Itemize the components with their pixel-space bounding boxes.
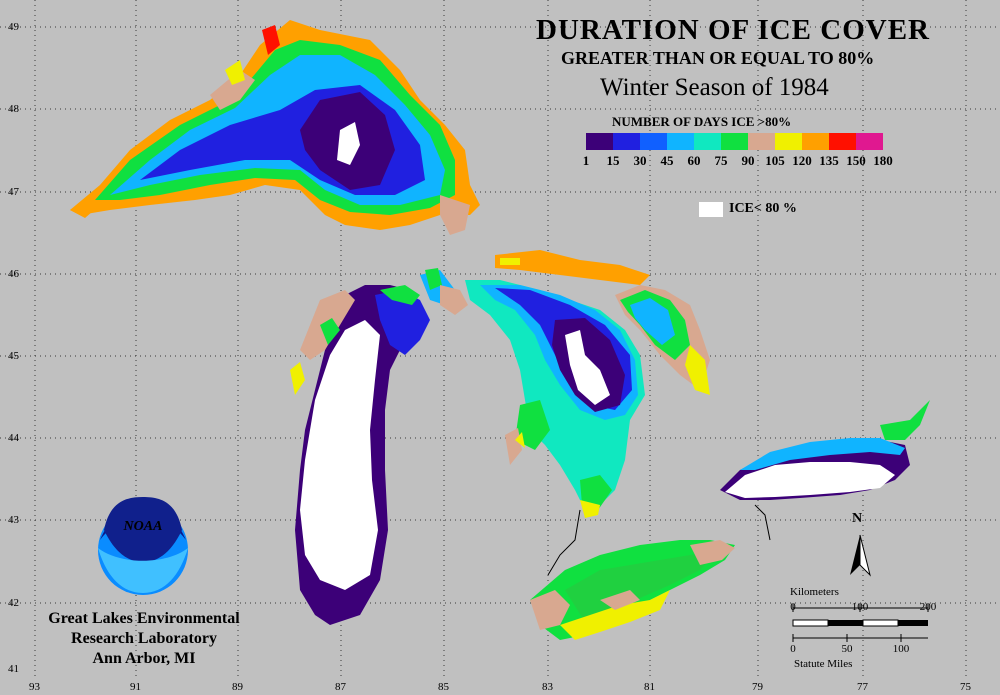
legend-tick-60: 60: [687, 153, 701, 168]
institution-line-1: Great Lakes Environmental: [48, 610, 240, 627]
lake-erie: [530, 540, 735, 640]
mi-tick-100: 100: [892, 643, 910, 655]
lat-label-41: 41: [8, 663, 19, 675]
lon-label-89: 89: [232, 681, 244, 693]
institution-block: Great Lakes Environmental Research Labor…: [34, 609, 254, 669]
mi-tick-0: 0: [790, 643, 796, 655]
legend-swatch-1: [613, 133, 640, 150]
legend-tick-1: 1: [582, 153, 590, 168]
lon-label-83: 83: [542, 681, 554, 693]
legend-swatch-9: [829, 133, 856, 150]
legend-swatch-3: [667, 133, 694, 150]
lat-label-49: 49: [8, 21, 20, 33]
legend-swatch-7: [775, 133, 802, 150]
legend-swatch-2: [640, 133, 667, 150]
legend-swatch-10: [856, 133, 883, 150]
north-arrow: [850, 534, 871, 577]
legend-color-bar: [586, 133, 883, 150]
lake-michigan: [290, 285, 430, 625]
lon-label-93: 93: [29, 681, 41, 693]
mi-tick-50: 50: [841, 643, 853, 655]
legend-tick-135: 135: [819, 153, 839, 168]
map-subtitle: GREATER THAN OR EQUAL TO 80%: [561, 48, 875, 68]
legend-tick-120: 120: [792, 153, 812, 168]
legend-swatch-0: [586, 133, 613, 150]
lon-label-91: 91: [130, 681, 141, 693]
noaa-logo: NOAA: [98, 497, 188, 595]
lake-ontario: [720, 400, 930, 500]
lon-label-85: 85: [438, 681, 450, 693]
lat-labels: 49 48 47 46 45 44 43 42 41: [8, 21, 20, 675]
season-title: Winter Season of 1984: [600, 74, 829, 101]
legend-tick-150: 150: [846, 153, 866, 168]
lat-label-47: 47: [8, 186, 20, 198]
lon-labels: 93 91 89 87 85 83 81 79 77 75: [29, 681, 972, 693]
institution-line-3: Ann Arbor, MI: [92, 650, 196, 667]
km-tick-100: 100: [851, 601, 869, 613]
ice-below-80-label: ICE< 80 %: [729, 201, 797, 216]
legend-tick-45: 45: [660, 153, 674, 168]
map-title: DURATION OF ICE COVER: [536, 14, 930, 46]
ice-below-80-key: ICE< 80 %: [699, 201, 797, 217]
km-title: Kilometers: [790, 586, 839, 598]
lat-label-43: 43: [8, 514, 20, 526]
legend-swatch-5: [721, 133, 748, 150]
legend-tick-90: 90: [741, 153, 755, 168]
lat-label-42: 42: [8, 597, 19, 609]
legend-swatch-4: [694, 133, 721, 150]
lat-label-48: 48: [8, 103, 20, 115]
lon-label-79: 79: [752, 681, 764, 693]
legend-tick-75: 75: [714, 153, 728, 168]
legend-tick-30: 30: [633, 153, 647, 168]
lat-label-44: 44: [8, 432, 20, 444]
mi-title: Statute Miles: [794, 658, 853, 670]
lon-label-81: 81: [644, 681, 655, 693]
legend-tick-105: 105: [765, 153, 785, 168]
green-bay: [420, 268, 468, 315]
detroit-river: [547, 509, 581, 576]
legend-tick-180: 180: [873, 153, 893, 168]
km-tick-0: 0: [790, 601, 796, 613]
north-label: N: [852, 511, 863, 526]
lake-superior: [70, 20, 480, 235]
lat-label-45: 45: [8, 350, 20, 362]
lon-label-75: 75: [960, 681, 972, 693]
legend-title: NUMBER OF DAYS ICE >80%: [612, 114, 792, 129]
legend-swatch-6: [748, 133, 775, 150]
legend-tick-15: 15: [606, 153, 620, 168]
legend-swatch-8: [802, 133, 829, 150]
scale-bar: [792, 604, 929, 642]
white-swatch: [699, 201, 723, 217]
institution-line-2: Research Laboratory: [71, 630, 217, 647]
km-tick-200: 200: [919, 601, 937, 613]
noaa-logo-text: NOAA: [123, 519, 163, 534]
lake-huron: [465, 250, 710, 518]
lat-label-46: 46: [8, 268, 20, 280]
lon-label-77: 77: [857, 681, 869, 693]
lon-label-87: 87: [335, 681, 347, 693]
